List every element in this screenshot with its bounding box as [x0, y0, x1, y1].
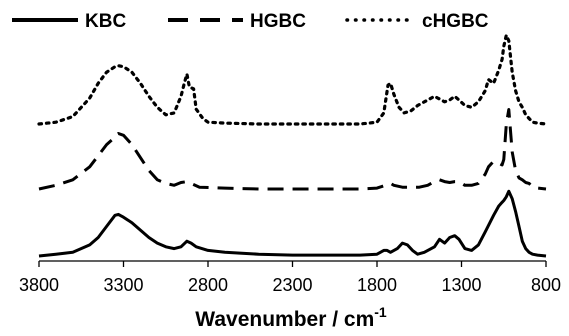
x-tick-label: 1800 — [357, 275, 397, 295]
x-tick-label: 1300 — [441, 275, 481, 295]
x-tick-label: 3300 — [103, 275, 143, 295]
series-line-kbc — [38, 189, 547, 258]
plot-area — [37, 33, 548, 258]
x-axis: 3800 3300 2800 2300 1800 1300 800 Wavenumber / … — [19, 260, 561, 331]
legend: KBC HGBC cHGBC — [12, 11, 489, 32]
x-tick-label: 3800 — [19, 275, 59, 295]
legend-item-kbc: KBC — [12, 11, 126, 32]
series-line-chgbc — [37, 33, 548, 126]
x-axis-label: Wavenumber / cm-1 — [195, 304, 387, 331]
legend-label-chgbc: cHGBC — [422, 11, 489, 32]
legend-label-kbc: KBC — [85, 11, 126, 32]
series-line-hgbc — [38, 108, 547, 191]
legend-item-chgbc: cHGBC — [345, 11, 489, 32]
x-axis-label-superscript: -1 — [374, 304, 387, 320]
x-tick-label: 2300 — [272, 275, 312, 295]
x-tick-label: 2800 — [188, 275, 228, 295]
legend-label-hgbc: HGBC — [250, 11, 306, 32]
legend-item-hgbc: HGBC — [168, 11, 306, 32]
x-tick-label: 800 — [531, 275, 561, 295]
